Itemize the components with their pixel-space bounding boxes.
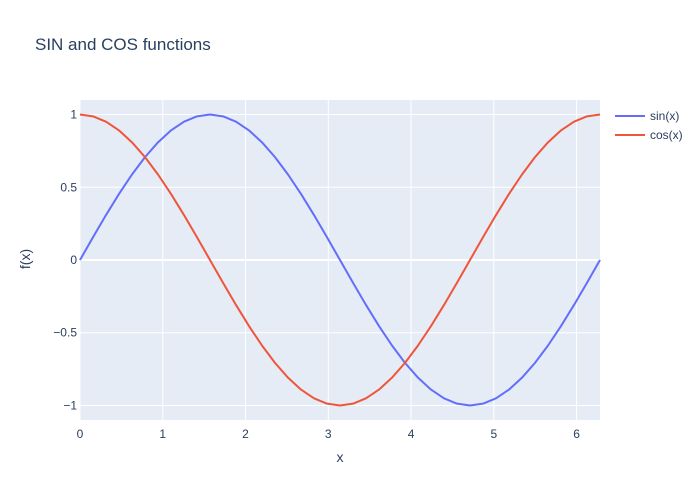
legend: sin(x) cos(x) xyxy=(615,109,683,142)
chart-title: SIN and COS functions xyxy=(35,35,211,54)
legend-label: cos(x) xyxy=(650,128,683,142)
x-tick-label: 0 xyxy=(77,427,84,441)
y-tick-label: 0.5 xyxy=(60,180,77,194)
x-tick-label: 6 xyxy=(573,427,580,441)
x-tick-label: 4 xyxy=(408,427,415,441)
tick-labels: 0 1 2 3 4 5 6 −1 −0.5 0 0.5 1 xyxy=(53,108,580,441)
x-tick-label: 2 xyxy=(242,427,249,441)
y-tick-label: −0.5 xyxy=(53,326,77,340)
y-tick-label: 0 xyxy=(70,253,77,267)
series-line-cos(x) xyxy=(79,113,601,407)
x-tick-label: 5 xyxy=(490,427,497,441)
series-layer xyxy=(79,113,601,407)
y-tick-label: −1 xyxy=(63,398,77,412)
x-axis-title: x xyxy=(337,449,344,465)
y-axis-title: f(x) xyxy=(17,249,33,269)
series-line-sin(x) xyxy=(79,113,601,407)
x-tick-label: 3 xyxy=(325,427,332,441)
x-tick-label: 1 xyxy=(159,427,166,441)
y-tick-label: 1 xyxy=(70,108,77,122)
legend-label: sin(x) xyxy=(650,109,679,123)
